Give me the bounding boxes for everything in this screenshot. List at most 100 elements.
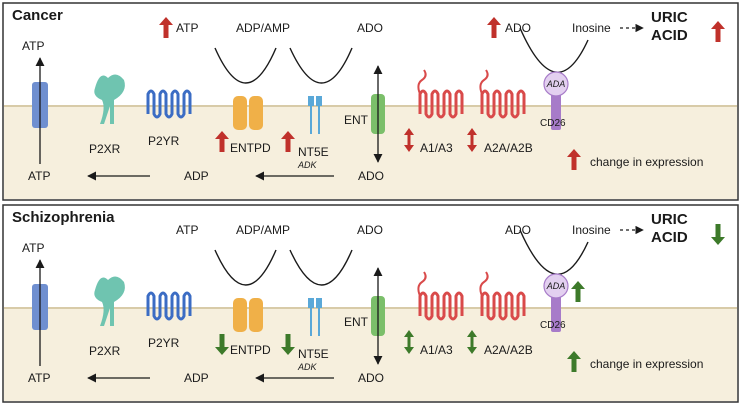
p2yr-label: P2YR [148,336,180,350]
increase-arrow-icon [281,131,295,152]
uric-acid-label-line1: URIC [651,9,688,26]
increase-arrow-icon [487,17,501,38]
a1-a3-label: A1/A3 [420,343,453,357]
p2xr-receptor [94,276,125,326]
atp-in-label: ATP [28,169,50,183]
entpd-enzyme [233,96,263,130]
adk-label: ADK [297,362,318,372]
entpd-reaction-curve [214,47,277,84]
increase-arrow-icon [567,351,581,372]
decrease-arrow-icon [281,334,295,355]
a2a2b-expression-indicator [467,330,477,354]
increase-arrow-icon [215,131,229,152]
cd26-expression-indicator [571,281,585,302]
ado-top-label: ADO [357,223,383,237]
ada-label: ADA [546,281,566,291]
inosine-label: Inosine [572,223,611,237]
nt5e-expression-indicator [281,131,295,152]
a1a3-expression-indicator [404,128,414,152]
p2xr-label: P2XR [89,344,121,358]
bidirectional-arrow-icon [467,330,477,354]
legend-label: change in expression [590,155,703,169]
legend-expression-indicator [567,351,581,372]
entpd-enzyme [233,298,263,332]
uric-acid-expression-indicator [711,21,725,42]
a2a-a2b-receptor [479,271,526,321]
nt5e-label: NT5E [298,145,329,159]
adp-in-label: ADP [184,371,209,385]
cd26-protein [551,92,561,130]
a2a-a2b-label: A2A/A2B [484,141,533,155]
cd26-protein [551,294,561,332]
a2a-a2b-label: A2A/A2B [484,343,533,357]
ado-increase-annotation: ADO [487,17,531,38]
cd26-label: CD26 [540,118,566,129]
a2a2b-expression-indicator [467,128,477,152]
nt5e-reaction-curve [289,249,353,286]
adk-label: ADK [297,160,318,170]
increase-arrow-icon [567,149,581,170]
p2xr-receptor [94,74,125,124]
increase-arrow-icon [159,17,173,38]
nt5e-enzyme [308,298,322,336]
p2xr-label: P2XR [89,142,121,156]
uric-acid-label-line2: ACID [651,27,688,44]
bidirectional-arrow-icon [404,128,414,152]
bidirectional-arrow-icon [467,128,477,152]
ado-right-label: ADO [505,223,531,237]
atp-top-label: ATP [176,21,198,35]
atp-increase-annotation: ATP [159,17,198,38]
ent-label: ENT [344,113,369,127]
atp-out-label: ATP [22,39,44,53]
ada-label: ADA [546,79,566,89]
entpd-expression-indicator [215,334,229,355]
a1-a3-label: A1/A3 [420,141,453,155]
a1a3-expression-indicator [404,330,414,354]
bidirectional-arrow-icon [404,330,414,354]
uric-acid-label-line2: ACID [651,229,688,246]
cd26-label: CD26 [540,320,566,331]
legend-label: change in expression [590,357,703,371]
p2yr-label: P2YR [148,134,180,148]
adp-in-label: ADP [184,169,209,183]
ado-increase-annotation: ADO [505,223,531,237]
adp-amp-top-label: ADP/AMP [236,21,290,35]
ado-in-label: ADO [358,169,384,183]
nt5e-expression-indicator [281,334,295,355]
entpd-label: ENTPD [230,141,271,155]
legend-expression-indicator [567,149,581,170]
cell-interior [4,308,737,401]
nt5e-label: NT5E [298,347,329,361]
ado-in-label: ADO [358,371,384,385]
nt5e-reaction-curve [289,47,353,84]
panel-title: Cancer [12,7,63,24]
increase-arrow-icon [711,21,725,42]
cell-interior [4,106,737,199]
expression-legend: change in expression [567,351,703,372]
panel-cancer: Cancer ATP ADP/AMP ADO ADO Inosine URIC … [2,2,739,201]
a1-a3-receptor [417,69,464,119]
entpd-expression-indicator [215,131,229,152]
atp-expression-indicator [159,17,173,38]
uric-acid-label-line1: URIC [651,211,688,228]
atp-out-label: ATP [22,241,44,255]
decrease-arrow-icon [711,224,725,245]
a1-a3-receptor [417,271,464,321]
entpd-label: ENTPD [230,343,271,357]
ado-top-label: ADO [357,21,383,35]
increase-arrow-icon [571,281,585,302]
ada-enzyme [543,71,569,97]
ado-expression-indicator [487,17,501,38]
ado-right-label: ADO [505,21,531,35]
ent-label: ENT [344,315,369,329]
uric-acid-expression-indicator [711,224,725,245]
ada-enzyme [543,273,569,299]
entpd-reaction-curve [214,249,277,286]
inosine-label: Inosine [572,21,611,35]
panel-title: Schizophrenia [12,209,115,226]
decrease-arrow-icon [215,334,229,355]
panel-schizophrenia: Schizophrenia ATP ADP/AMP ADO ADO Inosin… [2,204,739,403]
atp-top-label: ATP [176,223,198,237]
a2a-a2b-receptor [479,69,526,119]
